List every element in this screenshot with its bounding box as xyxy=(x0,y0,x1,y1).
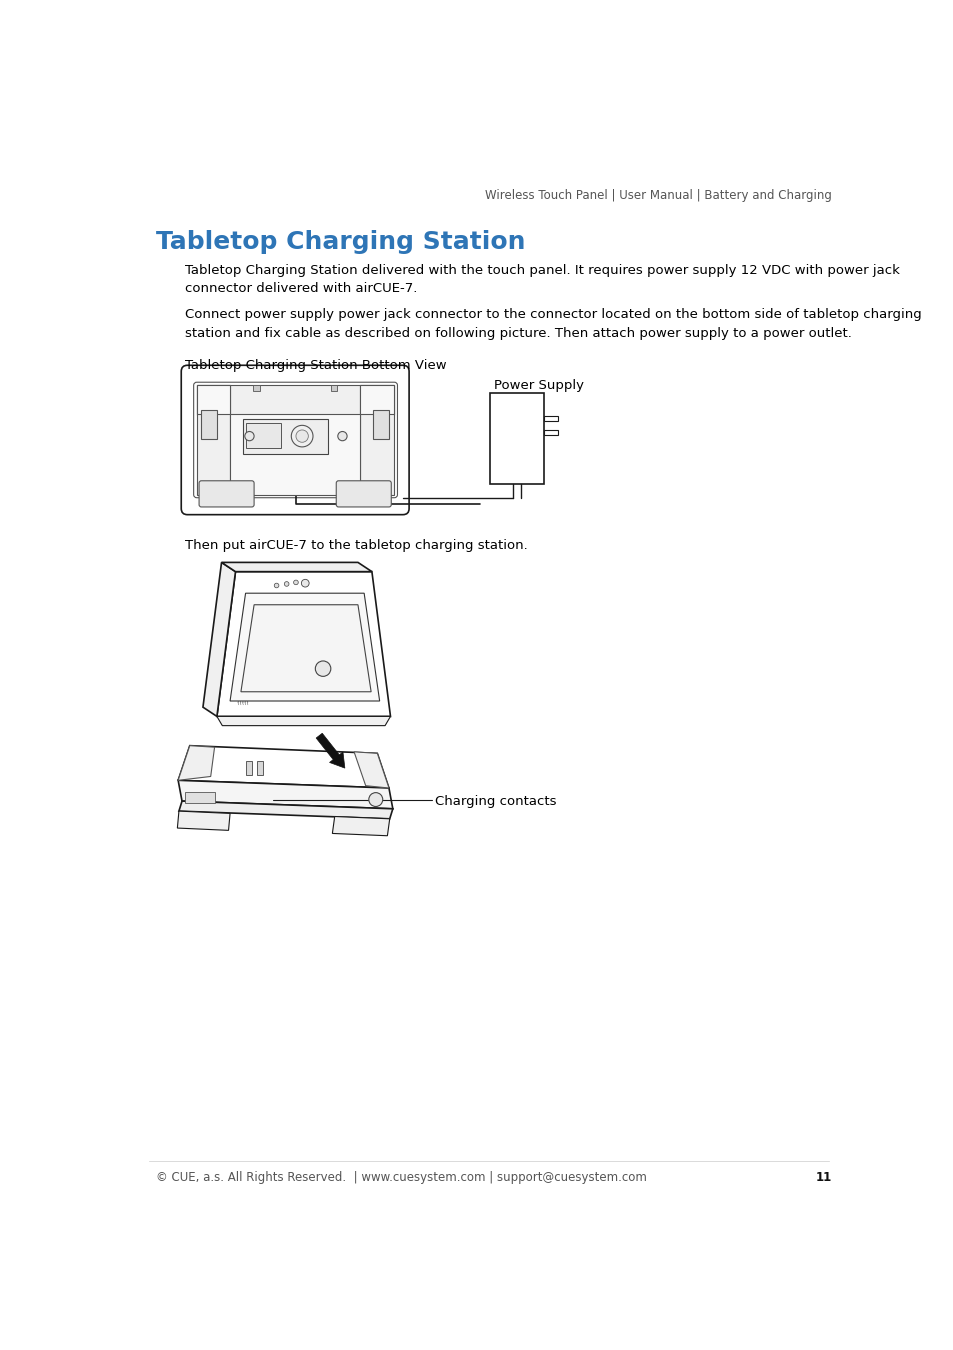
Text: Wireless Touch Panel | User Manual | Battery and Charging: Wireless Touch Panel | User Manual | Bat… xyxy=(485,189,831,202)
Circle shape xyxy=(245,432,253,440)
Polygon shape xyxy=(221,563,372,571)
Text: Tabletop Charging Station delivered with the touch panel. It requires power supp: Tabletop Charging Station delivered with… xyxy=(185,263,899,296)
Text: Tabletop Charging Station Bottom View: Tabletop Charging Station Bottom View xyxy=(185,359,446,373)
Polygon shape xyxy=(332,817,390,836)
Bar xyxy=(373,410,389,439)
Text: Then put airCUE-7 to the tabletop charging station.: Then put airCUE-7 to the tabletop chargi… xyxy=(185,539,527,552)
Circle shape xyxy=(284,582,289,586)
Circle shape xyxy=(295,429,308,443)
Polygon shape xyxy=(360,385,394,414)
FancyBboxPatch shape xyxy=(181,366,409,514)
Text: Power Supply: Power Supply xyxy=(493,379,583,391)
FancyBboxPatch shape xyxy=(193,382,397,498)
Circle shape xyxy=(294,580,298,585)
Bar xyxy=(243,420,328,454)
Polygon shape xyxy=(203,563,235,717)
Text: © CUE, a.s. All Rights Reserved.  | www.cuesystem.com | support@cuesystem.com: © CUE, a.s. All Rights Reserved. | www.c… xyxy=(156,1170,647,1184)
Circle shape xyxy=(291,425,313,447)
Bar xyxy=(196,385,394,414)
Bar xyxy=(245,761,252,775)
Bar xyxy=(257,761,263,775)
Bar xyxy=(331,385,336,391)
Bar xyxy=(230,414,360,494)
FancyBboxPatch shape xyxy=(199,481,253,508)
FancyArrow shape xyxy=(315,733,344,768)
Polygon shape xyxy=(179,801,393,819)
Polygon shape xyxy=(178,780,393,809)
Text: Tabletop Charging Station: Tabletop Charging Station xyxy=(156,230,525,254)
Polygon shape xyxy=(216,717,390,726)
Bar xyxy=(246,423,281,448)
Circle shape xyxy=(301,579,309,587)
Text: Connect power supply power jack connector to the connector located on the bottom: Connect power supply power jack connecto… xyxy=(185,308,921,340)
FancyBboxPatch shape xyxy=(335,481,391,508)
Polygon shape xyxy=(216,571,390,717)
Bar xyxy=(543,416,558,421)
Circle shape xyxy=(315,662,331,676)
Bar xyxy=(253,385,259,391)
Bar xyxy=(543,429,558,435)
Polygon shape xyxy=(196,385,230,414)
Polygon shape xyxy=(178,745,389,788)
Polygon shape xyxy=(177,811,230,830)
Bar xyxy=(489,393,543,483)
Polygon shape xyxy=(178,745,214,780)
Bar xyxy=(196,385,230,494)
Polygon shape xyxy=(354,752,389,788)
Polygon shape xyxy=(241,605,371,691)
Bar xyxy=(185,792,214,803)
Circle shape xyxy=(274,583,278,587)
Circle shape xyxy=(369,792,382,806)
Text: 11: 11 xyxy=(815,1170,831,1184)
Circle shape xyxy=(337,432,347,440)
Bar xyxy=(360,385,394,494)
Text: Charging contacts: Charging contacts xyxy=(435,795,557,807)
Polygon shape xyxy=(230,593,379,701)
Bar xyxy=(201,410,216,439)
